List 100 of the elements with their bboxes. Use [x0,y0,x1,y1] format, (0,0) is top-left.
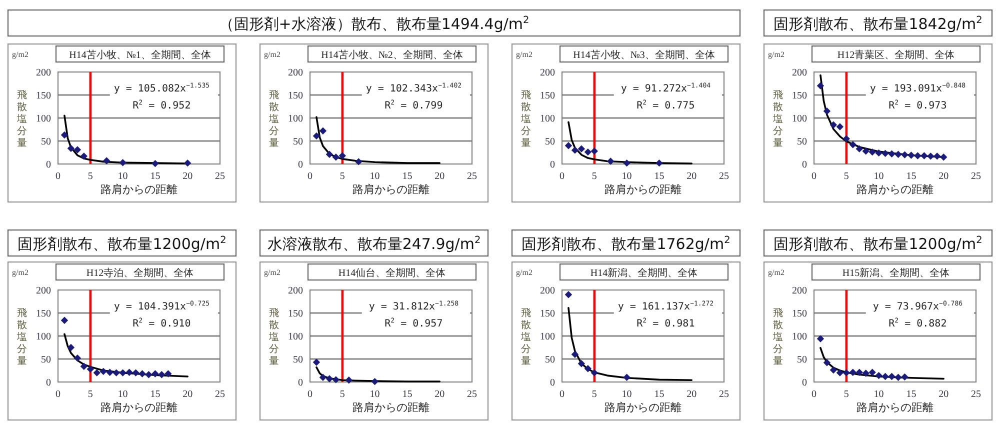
x-tick-label: 25 [215,171,225,182]
y-tick-label: 150 [792,308,807,320]
point [584,148,592,156]
chart-title: H14苫小牧、№1、全期間、全体 [69,49,211,61]
point [60,316,68,324]
y-tick-label: 100 [36,114,51,124]
chart-title: H14苫小牧、№3、全期間、全体 [573,49,715,61]
point [138,370,146,378]
y-tick-label: 200 [792,68,807,78]
point [868,148,876,156]
x-tick-label: 5 [340,389,345,400]
x-axis-title: 路肩からの距離 [604,401,682,414]
y-tick-label: 150 [288,308,303,320]
text: g/m2 [264,50,280,59]
point [842,369,850,376]
x-tick-label: 15 [654,389,664,400]
x-axis-title: 路肩からの距離 [352,183,430,196]
point [100,368,107,376]
chart-subtitle: 水溶液散布、散布量247.9g/m$^{2}$ [267,235,481,253]
y-tick-label: 100 [540,114,555,124]
point [67,344,75,352]
point [578,145,586,152]
chart-title: H12寺泊、全期間、全体 [86,267,194,279]
y-tick-label: 50 [41,354,51,366]
y-tick-label: 0 [46,160,51,170]
x-tick-label: 10 [370,389,380,400]
point [112,369,120,376]
x-tick-label: 15 [654,171,664,182]
x-tick-label: 20 [938,389,949,400]
x-tick-label: 0 [560,171,564,182]
point [312,358,320,366]
y-axis-title: 飛散塩分量 [268,308,279,367]
x-tick-label: 20 [182,171,193,182]
x-tick-label: 20 [938,171,949,182]
x-tick-label: 15 [402,171,412,182]
point [590,148,598,155]
y-tick-label: 0 [802,160,807,170]
point [312,132,320,140]
x-tick-label: 10 [874,389,884,400]
point [830,121,838,128]
point [816,335,824,342]
point [875,372,882,380]
point [103,157,110,164]
point [888,372,896,380]
x-tick-label: 5 [844,171,849,182]
x-tick-label: 25 [719,171,729,182]
x-tick-label: 10 [874,171,884,182]
text: g/m2 [516,50,532,59]
x-tick-label: 20 [686,171,697,182]
point [607,158,614,165]
y-tick-label: 50 [293,136,303,148]
y-tick-label: 100 [288,332,303,342]
text: g/m2 [264,268,280,277]
annotation: y = 102.343x$^{−1.402}$ [366,81,462,94]
annotation: R$^{2}$ = 0.973 [888,98,947,112]
point [60,131,68,139]
point [940,154,948,161]
point [856,145,863,152]
point [564,291,572,298]
point [67,144,75,152]
point [158,371,166,378]
point [901,151,908,158]
point [901,373,908,381]
x-axis-title: 路肩からの距離 [100,401,178,414]
text: g/m2 [516,268,532,277]
y-tick-label: 0 [802,378,807,388]
y-tick-label: 150 [792,90,807,102]
point [836,123,844,130]
y-tick-label: 150 [36,308,51,320]
x-tick-label: 15 [906,171,916,182]
x-tick-label: 15 [150,171,160,182]
annotation: y = 105.082x$^{−1.535}$ [114,81,210,94]
x-tick-label: 0 [308,389,312,400]
x-tick-label: 0 [812,389,816,400]
point [888,150,896,158]
x-tick-label: 10 [370,171,380,182]
chart-subtitle: 固形剤散布、散布量1762g/m$^{2}$ [522,235,730,253]
y-tick-label: 0 [46,378,51,388]
point [856,368,863,376]
y-axis-title: 飛散塩分量 [268,90,279,149]
y-tick-label: 50 [41,136,51,148]
point [920,152,928,160]
y-tick-label: 150 [36,90,51,102]
point [578,360,586,368]
point [152,160,159,168]
x-tick-label: 15 [150,389,160,400]
annotation: y = 73.967x$^{−0.786}$ [872,299,963,312]
x-tick-label: 15 [402,389,412,400]
y-tick-label: 200 [540,286,555,296]
point [590,369,598,376]
point [934,152,941,160]
y-tick-label: 200 [288,286,303,296]
point [623,159,630,167]
y-axis-title: 飛散塩分量 [772,90,783,149]
annotation: y = 91.272x$^{−1.404}$ [620,81,711,94]
point [332,376,340,384]
point [894,150,902,158]
x-axis-title: 路肩からの距離 [100,183,178,196]
y-tick-label: 100 [36,332,51,342]
x-tick-label: 5 [844,389,849,400]
